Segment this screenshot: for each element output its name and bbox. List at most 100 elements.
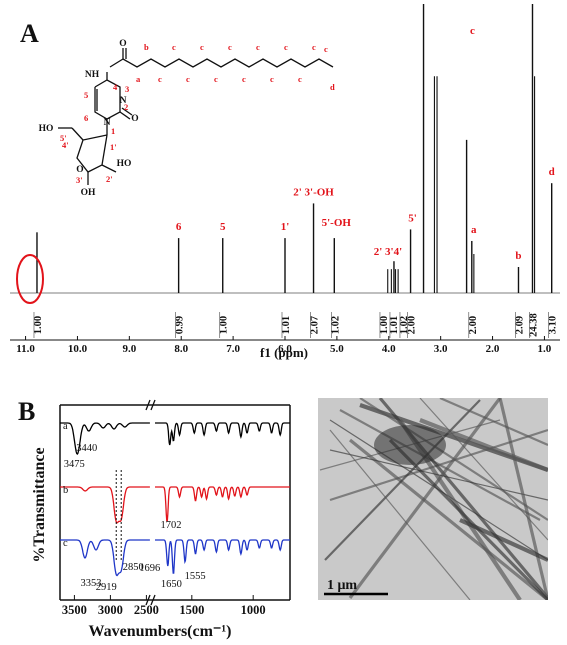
sugar-label-2p: 2' [106, 174, 113, 184]
ir-x-tick-label: 1000 [241, 603, 266, 617]
chain-label: c [312, 42, 316, 52]
nmr-x-tick-label: 9.0 [122, 343, 136, 355]
nmr-integral-value: 2.00 [468, 316, 479, 334]
nmr-integral-value: 2.07 [310, 316, 321, 334]
nmr-integral-value: 0.99 [175, 316, 186, 334]
nmr-x-tick-label: 2.0 [486, 343, 500, 355]
atom-n3: N [120, 96, 127, 106]
nmr-integral-value: 1.00 [219, 316, 230, 334]
ir-peak-annotation: 1702 [161, 520, 182, 531]
nanofiber [498, 398, 548, 600]
chain-label: c [158, 74, 162, 84]
ir-y-axis-title: %Transmittance [31, 447, 48, 562]
atom-2-oh: HO [117, 159, 132, 169]
ir-plot-frame [59, 399, 291, 606]
nmr-integral-value: 2.09 [514, 316, 525, 334]
nanofiber [419, 418, 548, 472]
panel-label-a: A [20, 19, 39, 48]
sugar-label-3p: 3' [76, 175, 83, 185]
nanofiber [329, 429, 471, 600]
fiber-bundle [374, 425, 446, 465]
nmr-x-axis: 11.0 10.0 9.0 8.0 7.0 6.0 5.0 4.0 3.0 2.0 1.0 [10, 336, 560, 355]
nmr-integral-value: 1.00 [379, 316, 390, 334]
nmr-x-tick-label: 10.0 [68, 343, 88, 355]
ir-series-c [155, 539, 290, 574]
ir-peak-annotation: 2850 [123, 562, 144, 573]
nmr-integral-value: 1.02 [330, 316, 341, 334]
atom-carbonyl-o: O [119, 39, 126, 49]
nmr-peak-label: 2' 3'4' [374, 246, 402, 258]
sugar-label-4p: 4' [62, 140, 69, 150]
atom-3-oh: OH [81, 188, 96, 198]
nmr-x-tick-label: 7.0 [226, 343, 240, 355]
nmr-peak-label: c [470, 25, 475, 37]
nmr-peaks [36, 4, 553, 293]
nmr-peak-label: a [471, 224, 477, 236]
nmr-peak-label: 5' [408, 212, 417, 224]
ir-series-b [60, 486, 150, 524]
chain-label: c [284, 42, 288, 52]
ir-series-label: b [63, 485, 68, 496]
nanofiber [348, 438, 548, 600]
tem-micrograph: 1 μm [318, 398, 548, 600]
nanofiber [388, 438, 548, 600]
nmr-integrals: 1.00 0.99 1.00 1.01 2.07 1.02 1.00 1.01 1.022.00… [33, 312, 559, 338]
nmr-peak-label: b [515, 250, 521, 262]
chain-label: c [242, 74, 246, 84]
nmr-integral-value: 1.01 [281, 316, 292, 334]
nmr-x-tick-label: 5.0 [330, 343, 344, 355]
ring-number-6: 6 [84, 113, 88, 123]
sugar-label-1p: 1' [110, 142, 117, 152]
atom-ring-o: O [76, 165, 83, 175]
chain-label: c [270, 74, 274, 84]
ir-peak-annotation: 3475 [64, 459, 85, 470]
ir-x-axis-title: Wavenumbers(cm⁻¹) [89, 623, 232, 640]
nmr-peak-label: 1' [281, 221, 290, 233]
ir-peak-annotation: 3440 [76, 443, 97, 454]
chain-label: b [144, 42, 149, 52]
scale-bar-label: 1 μm [327, 578, 357, 593]
nmr-peak-label: d [549, 166, 555, 178]
sugar-label-5p: 5' [60, 133, 67, 143]
ir-series-label: a [63, 421, 68, 432]
nmr-x-tick-label: 8.0 [174, 343, 188, 355]
nmr-x-axis-title: f1 (ppm) [260, 345, 308, 360]
chain-label: c [324, 44, 328, 54]
nmr-integral-value: 2.00 [407, 316, 418, 334]
ir-x-tick-label: 2500 [134, 603, 159, 617]
ir-peak-annotation: 1650 [161, 579, 182, 590]
ring-number-3: 3 [125, 84, 129, 94]
nmr-x-tick-label: 4.0 [382, 343, 396, 355]
nmr-x-tick-label: 11.0 [16, 343, 35, 355]
atom-c2-o: O [131, 114, 138, 124]
atom-nh: NH [85, 70, 100, 80]
cytidine-amide-structure [58, 48, 334, 185]
nanofiber [359, 398, 548, 521]
ir-x-tick-label: 3500 [62, 603, 87, 617]
ring-number-5: 5 [84, 90, 88, 100]
ir-series-label: c [63, 538, 68, 549]
ring-number-1: 1 [111, 126, 115, 136]
nmr-integral-value: 1.01 [389, 316, 400, 334]
nmr-peak-label: 5 [220, 221, 226, 233]
ir-peak-annotation: 3353 [80, 578, 101, 589]
chain-label: c [256, 42, 260, 52]
chain-label: c [186, 74, 190, 84]
chain-label: d [330, 82, 335, 92]
ir-x-tick-label: 1500 [179, 603, 204, 617]
nmr-peak-labels: 6 5 1' 2' 3'-OH 5'-OH 2' 3'4' 5' a b c d [176, 25, 555, 262]
chain-label: c [172, 42, 176, 52]
nanofiber [439, 398, 548, 447]
nmr-x-tick-label: 3.0 [434, 343, 448, 355]
atom-5-oh: HO [39, 124, 54, 134]
ir-x-ticks: 3500 3000 2500 1500 1000 [62, 595, 266, 617]
chain-label: c [228, 42, 232, 52]
nmr-integral-value: 1.00 [33, 316, 44, 334]
chain-labels-bottom: a c c c c c c d [136, 74, 335, 92]
ir-series-a [155, 422, 290, 446]
ir-series-a [60, 422, 150, 455]
nmr-peak-label: 6 [176, 221, 182, 233]
chain-labels-top: b c c c c c c c [144, 42, 328, 54]
panel-label-b: B [18, 397, 35, 426]
